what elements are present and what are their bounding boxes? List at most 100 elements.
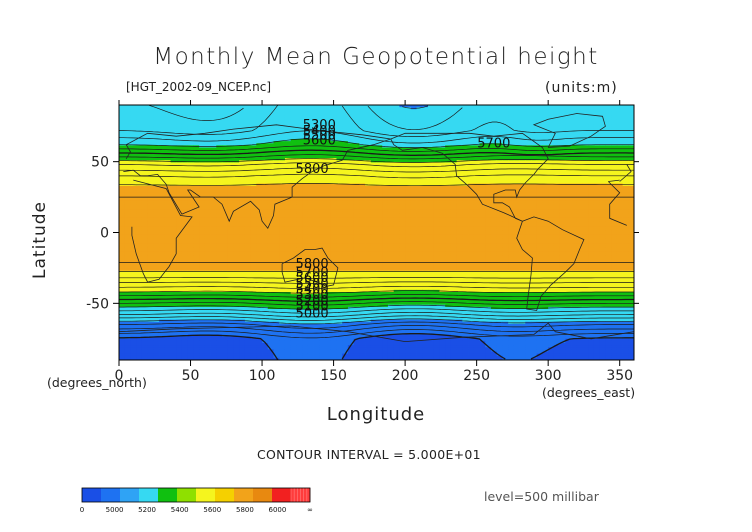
- band-cell: [353, 179, 360, 182]
- band-cell: [422, 164, 429, 168]
- band-cell: [313, 107, 320, 110]
- band-cell: [508, 115, 515, 119]
- band-cell: [605, 200, 612, 204]
- band-cell: [548, 151, 555, 155]
- band-cell: [531, 181, 538, 185]
- band-cell: [347, 109, 355, 112]
- band-cell: [376, 177, 383, 180]
- band-cell: [468, 134, 475, 138]
- band-cell: [416, 168, 423, 172]
- band-cell: [428, 126, 435, 129]
- band-cell: [576, 126, 583, 129]
- band-cell: [588, 153, 595, 157]
- band-cell: [262, 107, 269, 110]
- band-cell: [176, 198, 183, 202]
- band-cell: [307, 141, 314, 144]
- band-cell: [422, 162, 429, 165]
- band-cell: [565, 115, 572, 119]
- band-cell: [330, 164, 337, 168]
- band-cell: [433, 158, 440, 161]
- band-cell: [290, 151, 297, 155]
- band-cell: [176, 143, 183, 146]
- band-cell: [399, 187, 406, 191]
- band-cell: [233, 166, 240, 170]
- band-cell: [307, 105, 314, 108]
- band-cell: [170, 141, 177, 144]
- band-cell: [136, 175, 143, 178]
- band-cell: [473, 200, 480, 204]
- band-cell: [502, 132, 509, 136]
- band-cell: [456, 134, 463, 138]
- band-cell: [399, 111, 406, 114]
- band-cell: [468, 170, 475, 174]
- band-cell: [199, 170, 206, 174]
- band-cell: [588, 164, 595, 168]
- band-cell: [313, 190, 320, 193]
- band-cell: [119, 166, 126, 170]
- band-cell: [233, 177, 240, 180]
- band-cell: [187, 175, 194, 178]
- band-cell: [428, 158, 435, 161]
- band-cell: [119, 181, 126, 185]
- band-cell: [147, 145, 154, 148]
- band-cell: [462, 181, 469, 185]
- band-cell: [513, 149, 520, 153]
- band-cell: [445, 156, 452, 159]
- band-cell: [250, 158, 257, 161]
- band-cell: [616, 192, 623, 195]
- band-cell: [347, 107, 355, 110]
- band-cell: [330, 166, 337, 170]
- band-cell: [256, 179, 263, 182]
- band-cell: [147, 111, 154, 114]
- band-cell: [559, 170, 566, 174]
- band-cell: [199, 177, 206, 180]
- band-cell: [462, 132, 469, 136]
- band-cell: [582, 156, 589, 159]
- band-cell: [307, 192, 314, 195]
- band-cell: [428, 124, 435, 127]
- band-cell: [130, 175, 137, 178]
- band-cell: [548, 134, 555, 138]
- band-cell: [450, 173, 458, 176]
- band-cell: [628, 136, 634, 140]
- band-cell: [124, 164, 131, 168]
- band-cell: [199, 115, 206, 119]
- band-cell: [159, 200, 166, 204]
- band-cell: [628, 145, 634, 148]
- band-cell: [611, 122, 618, 125]
- band-cell: [233, 198, 240, 202]
- band-cell: [204, 162, 211, 165]
- band-cell: [141, 117, 149, 121]
- band-cell: [450, 134, 458, 138]
- band-cell: [193, 107, 200, 110]
- band-cell: [393, 136, 400, 140]
- band-cell: [462, 128, 469, 131]
- band-cell: [422, 149, 429, 153]
- band-cell: [204, 132, 211, 136]
- band-cell: [376, 117, 383, 121]
- band-cell: [147, 153, 154, 157]
- band-cell: [119, 115, 126, 119]
- band-cell: [599, 107, 606, 110]
- band-cell: [319, 115, 326, 119]
- band-cell: [611, 105, 618, 108]
- band-cell: [119, 179, 126, 182]
- band-cell: [405, 160, 412, 163]
- band-cell: [536, 147, 543, 151]
- band-cell: [422, 187, 429, 191]
- band-cell: [508, 190, 515, 193]
- band-cell: [153, 147, 160, 151]
- band-cell: [262, 173, 269, 176]
- band-cell: [456, 111, 463, 114]
- band-cell: [531, 117, 538, 121]
- band-cell: [439, 187, 446, 191]
- band-cell: [313, 175, 320, 178]
- band-cell: [267, 187, 274, 191]
- band-cell: [622, 196, 629, 199]
- band-cell: [313, 109, 320, 112]
- band-cell: [490, 117, 498, 121]
- band-cell: [616, 141, 623, 144]
- band-cell: [347, 153, 355, 157]
- band-cell: [342, 107, 349, 110]
- band-cell: [130, 202, 137, 206]
